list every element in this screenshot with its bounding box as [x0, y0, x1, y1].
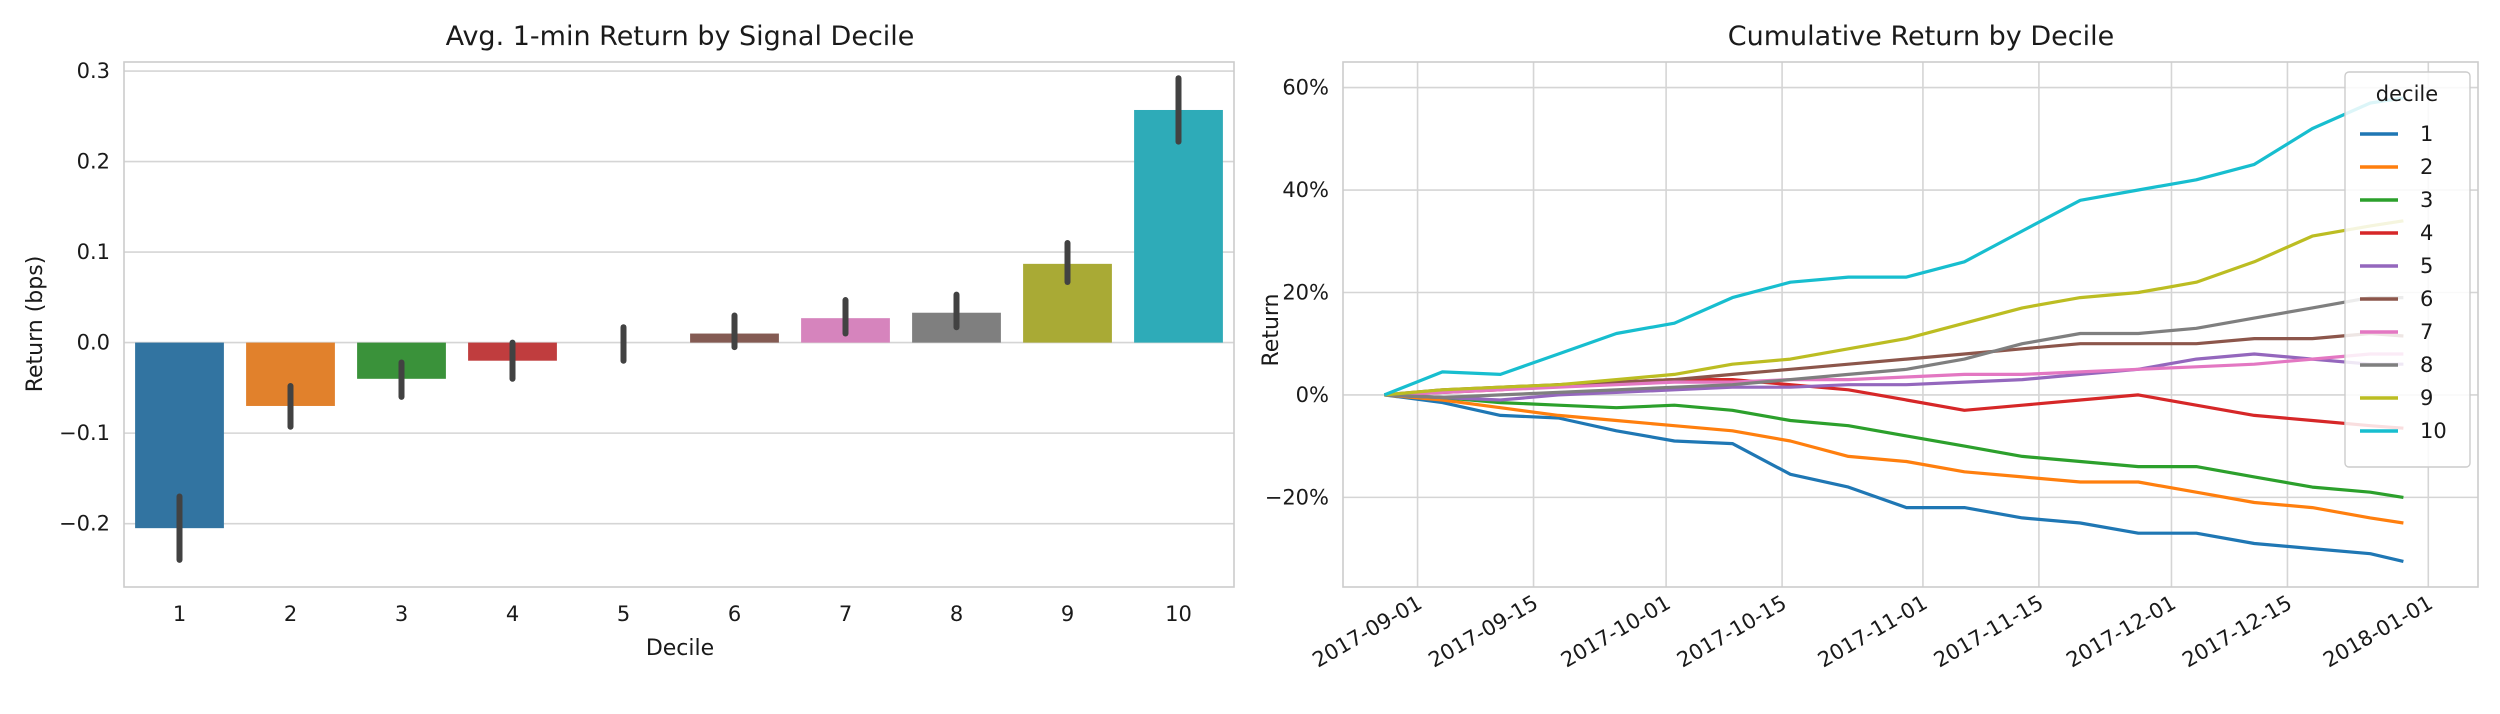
bar-x-tick-label: 10 — [1165, 602, 1192, 626]
bar-y-axis-label: Return (bps) — [23, 256, 48, 393]
legend-label-4: 4 — [2420, 221, 2433, 245]
line-series-8 — [1384, 296, 2404, 400]
bar-y-tick-labels: −0.2 −0.1 0.0 0.1 0.2 0.3 — [59, 59, 110, 536]
line-y-tick-label: −20% — [1265, 485, 1329, 509]
bar-x-axis-label: Decile — [646, 636, 714, 661]
line-x-tick-label: 2017-11-01 — [1814, 591, 1932, 673]
line-y-tick-label: 0% — [1296, 383, 1329, 407]
legend-label-1: 1 — [2420, 122, 2433, 146]
line-chart-title: Cumulative Return by Decile — [1728, 21, 2114, 52]
legend-label-8: 8 — [2420, 353, 2433, 377]
line-plot-frame — [1342, 61, 2479, 588]
bar-y-tick-label: 0.2 — [77, 150, 110, 174]
line-series-7 — [1384, 352, 2404, 397]
legend-label-6: 6 — [2420, 287, 2433, 311]
bar-y-tick-label: −0.1 — [59, 421, 110, 445]
line-x-tick-label: 2017-12-15 — [2178, 591, 2296, 673]
line-y-tick-label: 40% — [1282, 178, 1329, 202]
bar-y-tick-label: 0.0 — [77, 331, 110, 355]
legend-items: 1 2 3 4 5 6 7 8 9 10 — [2360, 122, 2447, 443]
line-x-tick-label: 2017-10-01 — [1557, 591, 1675, 673]
line-series-group — [1383, 96, 2404, 563]
legend-label-10: 10 — [2420, 419, 2447, 443]
bar-x-tick-label: 3 — [395, 602, 408, 626]
legend-label-5: 5 — [2420, 254, 2433, 278]
bar-series — [135, 109, 1223, 529]
legend-label-7: 7 — [2420, 320, 2433, 344]
legend-label-3: 3 — [2420, 188, 2433, 212]
line-series-5 — [1384, 352, 2404, 402]
line-y-axis-label: Return — [1259, 293, 1284, 366]
bar-x-tick-label: 1 — [173, 602, 186, 626]
line-x-tick-label: 2018-01-01 — [2319, 591, 2437, 673]
line-x-tick-label: 2017-09-15 — [1424, 591, 1542, 673]
line-x-tick-label: 2017-10-15 — [1673, 591, 1791, 673]
bar-y-tick-label: 0.3 — [77, 59, 110, 83]
line-chart: Cumulative Return by Decile −20% 0% 20% 40%… — [1259, 21, 2479, 673]
bar-plot-frame — [123, 61, 1235, 588]
line-series-10 — [1383, 96, 2404, 397]
line-x-tick-label: 2017-09-01 — [1308, 591, 1426, 673]
bar-x-tick-label: 7 — [839, 602, 852, 626]
line-series-9 — [1384, 219, 2404, 397]
line-y-tick-label: 20% — [1282, 280, 1329, 304]
line-y-tick-label: 60% — [1282, 76, 1329, 100]
line-series-3 — [1384, 393, 2404, 499]
bar-x-tick-label: 4 — [506, 602, 519, 626]
bar-x-tick-label: 2 — [284, 602, 297, 626]
line-series-2 — [1384, 393, 2404, 525]
bar-chart-title: Avg. 1-min Return by Signal Decile — [446, 21, 915, 52]
line-series-1 — [1384, 393, 2404, 563]
bar-x-tick-labels: 1 2 3 4 5 6 7 8 9 10 — [173, 602, 1192, 626]
line-y-tick-labels: −20% 0% 20% 40% 60% — [1265, 76, 1329, 510]
line-x-tick-label: 2017-11-15 — [1930, 591, 2048, 673]
bar-y-tick-label: 0.1 — [77, 240, 110, 264]
bar-10 — [1134, 109, 1223, 343]
legend-label-9: 9 — [2420, 386, 2433, 410]
bar-x-tick-label: 9 — [1061, 602, 1074, 626]
bar-x-tick-label: 6 — [728, 602, 741, 626]
legend-title: decile — [2376, 82, 2438, 106]
legend-box — [2344, 71, 2471, 468]
legend: decile 1 2 3 4 5 6 7 8 9 10 — [2344, 71, 2471, 468]
bar-x-tick-label: 5 — [617, 602, 630, 626]
bar-y-tick-label: −0.2 — [59, 512, 110, 536]
line-x-tick-label: 2017-12-01 — [2062, 591, 2180, 673]
bar-error-bars — [176, 75, 1182, 563]
bar-x-tick-label: 8 — [950, 602, 963, 626]
bar-chart: Avg. 1-min Return by Signal Decile −0.2−… — [23, 21, 1235, 661]
legend-label-2: 2 — [2420, 155, 2433, 179]
